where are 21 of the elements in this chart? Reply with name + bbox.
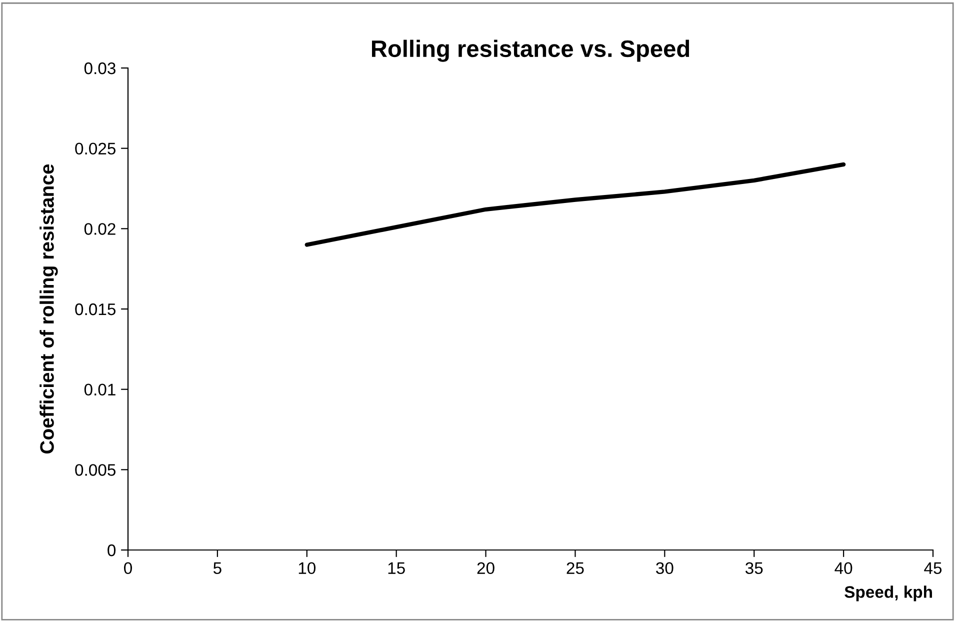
x-tick-label: 0 [124, 562, 132, 574]
y-tick-label: 0.02 [84, 223, 116, 235]
x-tick-label: 20 [477, 562, 494, 574]
line-series [304, 162, 846, 247]
y-tick-label: 0.01 [84, 384, 116, 396]
chart-title: Rolling resistance vs. Speed [372, 40, 690, 62]
x-tick-label: 5 [213, 562, 222, 574]
y-tick-label: 0.03 [84, 62, 116, 74]
y-tick-label: 0.015 [75, 303, 116, 316]
x-tick-label: 30 [656, 562, 674, 574]
x-tick-label: 15 [388, 562, 405, 574]
x-tick-label: 45 [924, 562, 942, 574]
x-tick-label: 10 [298, 562, 316, 574]
x-tick-label: 35 [745, 562, 763, 574]
x-tick-label: 40 [834, 562, 852, 574]
y-tick-label: 0.025 [75, 142, 116, 155]
y-tick-label: 0 [108, 544, 116, 556]
y-axis-title: Coefficient of rolling resistance [40, 164, 58, 454]
x-tick-label: 25 [566, 562, 584, 574]
y-tick-label: 0.005 [75, 464, 116, 476]
x-axis-title: Speed, kph [844, 586, 932, 602]
